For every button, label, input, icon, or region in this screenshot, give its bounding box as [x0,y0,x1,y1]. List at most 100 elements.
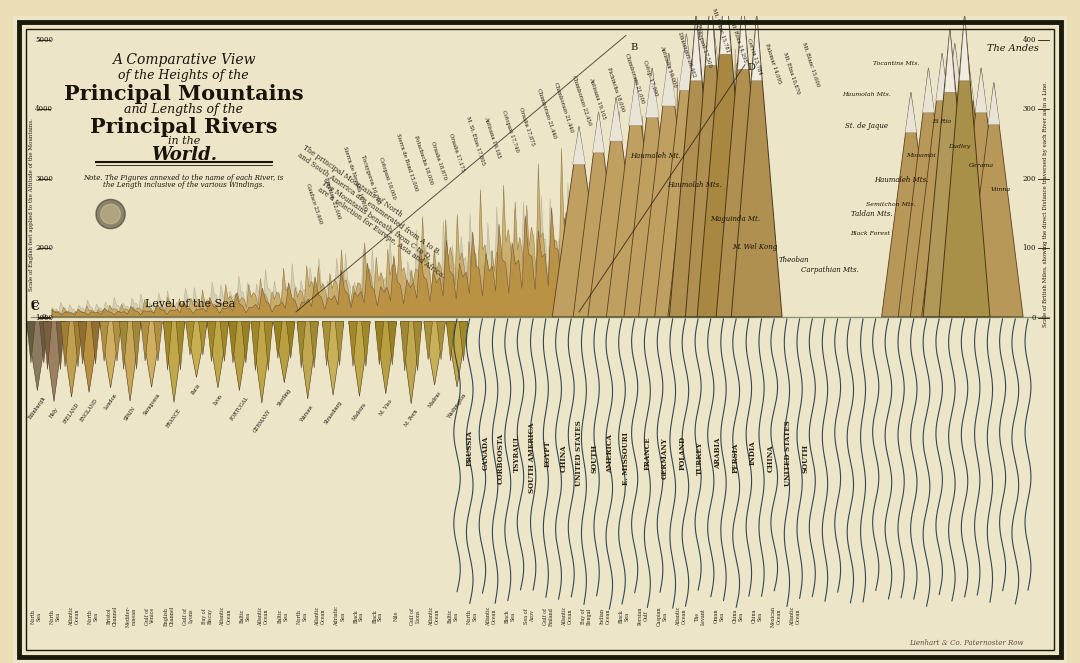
Text: China
Sea: China Sea [732,609,743,623]
Text: Mexican
Ocean: Mexican Ocean [771,606,782,627]
Text: Oraaba 18,870: Oraaba 18,870 [431,141,448,180]
Text: Oman
Sea: Oman Sea [714,609,725,623]
Polygon shape [362,322,370,367]
Text: Gulf of
Finland: Gulf of Finland [543,607,554,626]
Polygon shape [654,34,718,317]
Polygon shape [670,15,723,317]
Text: World.: World. [151,145,217,164]
Polygon shape [132,322,140,369]
Polygon shape [731,15,782,317]
Text: 100: 100 [1023,244,1036,252]
Polygon shape [935,53,999,317]
Text: Sterling: Sterling [276,388,293,407]
Text: M. Wel Kong: M. Wel Kong [732,243,778,251]
Text: Monambi: Monambi [906,153,935,158]
Polygon shape [375,322,383,365]
Text: Cotopaxi 17,740: Cotopaxi 17,740 [501,109,519,153]
Text: Bay of
Biscay: Bay of Biscay [202,608,213,624]
Polygon shape [27,322,49,391]
Text: China
Sea: China Sea [752,609,762,623]
Polygon shape [752,15,761,81]
Text: North
Sea: North Sea [50,609,60,624]
Text: Warsaw: Warsaw [300,404,315,422]
Text: Maguinda Mt.: Maguinda Mt. [711,215,760,223]
Polygon shape [229,322,238,363]
Polygon shape [921,44,988,317]
Text: Antisana 19,105: Antisana 19,105 [589,76,607,119]
Polygon shape [693,24,708,83]
Text: Atlantic
Ocean: Atlantic Ocean [220,607,231,626]
Polygon shape [414,322,422,371]
Polygon shape [40,322,49,363]
Text: Pinchim. 22,000: Pinchim. 22,000 [323,176,341,219]
Text: ENGLAND: ENGLAND [79,397,99,422]
Polygon shape [264,322,272,371]
Polygon shape [242,322,251,363]
Text: AMERICA: AMERICA [606,434,615,473]
Text: Scale of English feet applied to the Altitude of the Mountains.: Scale of English feet applied to the Alt… [29,118,33,291]
Text: D: D [747,62,756,72]
Polygon shape [945,29,956,92]
Text: Mt. Blanc 15,600: Mt. Blanc 15,600 [801,42,821,88]
Text: Bay of
Bengal: Bay of Bengal [581,607,592,625]
Polygon shape [436,322,445,360]
Text: CANADA: CANADA [482,436,489,470]
Text: INDIA: INDIA [748,441,757,465]
Text: Cotop. 17,900: Cotop. 17,900 [642,59,658,96]
Text: Paris: Paris [191,383,202,395]
Text: Palomar 14,095: Palomar 14,095 [765,43,782,84]
Text: the Length inclusive of the various Windings.: the Length inclusive of the various Wind… [103,181,265,189]
Text: 1000: 1000 [36,314,53,322]
Text: Mt. Etna 10,870: Mt. Etna 10,870 [782,51,800,94]
Text: Persian
Gulf: Persian Gulf [638,607,649,625]
Polygon shape [707,63,767,317]
Polygon shape [273,322,282,358]
Text: Potachucha 18,000: Potachucha 18,000 [414,135,434,185]
Polygon shape [52,138,697,317]
Polygon shape [112,322,121,361]
Text: 5000: 5000 [36,36,53,44]
Polygon shape [56,322,65,370]
Text: Gulf of
Lyons: Gulf of Lyons [183,608,193,625]
Text: TURKEY: TURKEY [697,442,704,475]
Text: GERMANY: GERMANY [661,437,669,479]
Text: Sea of
Azov: Sea of Azov [524,609,535,624]
Polygon shape [388,322,396,365]
Text: Atlantic
Ocean: Atlantic Ocean [789,607,800,626]
Polygon shape [459,322,468,361]
Text: Cotopaxi 17,500: Cotopaxi 17,500 [694,25,713,68]
Polygon shape [60,322,82,397]
Polygon shape [140,322,162,387]
Polygon shape [988,83,1000,125]
Text: FRANCE: FRANCE [644,436,651,470]
Text: Caspian
Sea: Caspian Sea [657,607,667,626]
Text: CORBOOSTA: CORBOOSTA [497,432,505,483]
Text: Chimborazo 22,450: Chimborazo 22,450 [571,74,592,125]
Polygon shape [716,0,770,317]
Polygon shape [401,322,422,404]
Text: Black
Sea: Black Sea [353,609,364,623]
Text: 400: 400 [1023,36,1036,44]
Text: POLAND: POLAND [678,436,687,470]
Polygon shape [60,322,69,367]
Polygon shape [297,322,306,368]
Polygon shape [229,322,251,391]
Polygon shape [423,322,432,360]
Polygon shape [718,44,732,98]
Polygon shape [52,115,755,317]
Text: Madeira: Madeira [351,401,367,421]
Text: M. St. Elias 17,805: M. St. Elias 17,805 [465,115,486,166]
Polygon shape [120,322,140,401]
Text: Carpathian Mts.: Carpathian Mts. [801,266,859,274]
Text: Gauface 23,460: Gauface 23,460 [306,182,324,224]
Text: CHINA: CHINA [767,444,774,472]
Text: The principal Mountains of North
and South America are enumerated from A to B.: The principal Mountains of North and Sou… [296,143,447,257]
Text: ARABIA: ARABIA [714,438,721,469]
Polygon shape [691,15,702,81]
Text: Black
Sea: Black Sea [505,609,516,623]
Polygon shape [719,0,731,54]
Text: Atlantic
Ocean: Atlantic Ocean [429,607,440,626]
Text: Black
Sea: Black Sea [619,609,630,623]
Text: SOUTH: SOUTH [591,444,598,473]
Text: Viinna: Viinna [990,188,1011,192]
